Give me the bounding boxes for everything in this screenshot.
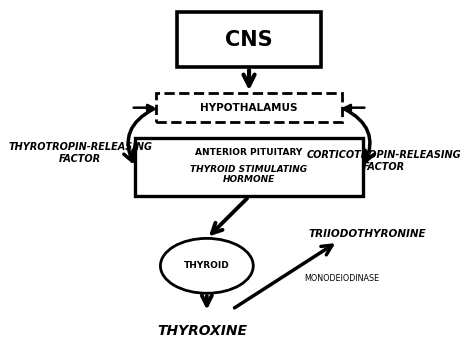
FancyBboxPatch shape [135, 138, 363, 196]
FancyBboxPatch shape [156, 93, 342, 122]
Ellipse shape [160, 238, 253, 293]
Text: CNS: CNS [225, 30, 273, 50]
Text: TRIIODOTHYRONINE: TRIIODOTHYRONINE [309, 228, 426, 239]
FancyBboxPatch shape [177, 13, 321, 67]
Text: THYROID STIMULATING
HORMONE: THYROID STIMULATING HORMONE [191, 165, 308, 184]
Text: HYPOTHALAMUS: HYPOTHALAMUS [201, 103, 298, 113]
Text: THYROTROPIN-RELEASING
FACTOR: THYROTROPIN-RELEASING FACTOR [8, 142, 152, 164]
Text: MONODEIODINASE: MONODEIODINASE [304, 274, 380, 283]
Text: ANTERIOR PITUITARY: ANTERIOR PITUITARY [195, 148, 303, 157]
Text: THYROXINE: THYROXINE [158, 324, 247, 338]
Text: CORTICOTROPIN-RELEASING
FACTOR: CORTICOTROPIN-RELEASING FACTOR [307, 150, 461, 172]
Text: THYROID: THYROID [184, 261, 230, 270]
